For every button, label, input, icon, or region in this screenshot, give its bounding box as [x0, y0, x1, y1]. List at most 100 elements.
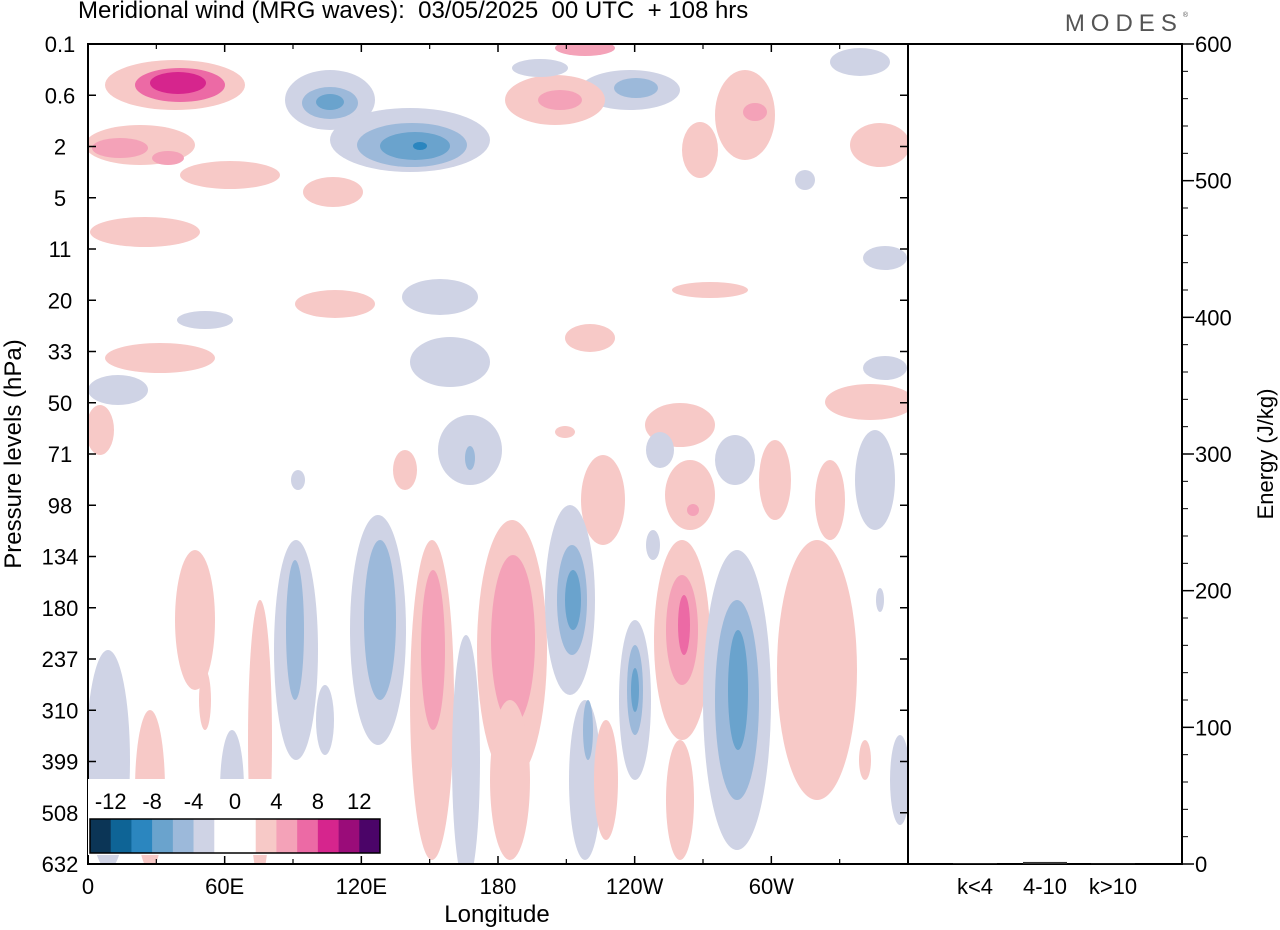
y-tick-label: 71	[48, 442, 72, 467]
energy-category-label: k>10	[1089, 874, 1137, 899]
colorbar-label: -4	[184, 789, 204, 814]
contour-pos	[555, 44, 615, 56]
contour-neg	[402, 279, 478, 315]
contour-pos	[666, 740, 694, 860]
colorbar-label: 12	[347, 789, 371, 814]
y-tick-label: 237	[42, 647, 79, 672]
colorbar-swatch	[152, 819, 174, 853]
energy-tick-label: 0	[1195, 852, 1207, 877]
energy-tick-label: 100	[1195, 715, 1232, 740]
colorbar-swatch	[90, 819, 112, 853]
contour-pos	[92, 138, 148, 158]
contour-pos	[150, 72, 206, 94]
contour-neg	[569, 700, 601, 860]
x-tick-label: 120E	[336, 874, 387, 899]
energy-axis: 0 100 200 300 400 500 600	[1182, 32, 1232, 877]
y-tick-label: 508	[42, 801, 79, 826]
contour-pos	[682, 122, 718, 178]
energy-axis-label: Energy (J/kg)	[1253, 389, 1278, 520]
contour-pos	[555, 426, 575, 438]
y-tick-label: 5	[54, 186, 66, 211]
contour-neg	[890, 735, 908, 825]
contour-pos	[490, 700, 530, 860]
colorbar-swatch	[317, 819, 339, 853]
y-tick-label: 310	[42, 698, 79, 723]
colorbar-swatch	[276, 819, 298, 853]
contour-neg	[855, 430, 895, 530]
x-tick-label: 180	[480, 874, 517, 899]
contour-neg	[863, 356, 907, 380]
contour-neg	[876, 588, 884, 612]
energy-tick-label: 300	[1195, 442, 1232, 467]
contour-neg	[614, 78, 658, 98]
energy-bar	[1091, 863, 1135, 865]
colorbar-label: -8	[142, 789, 162, 814]
colorbar-label: 4	[270, 789, 282, 814]
y-tick-label: 2	[54, 135, 66, 160]
contour-pos	[90, 217, 200, 247]
energy-category-label: k<4	[957, 874, 993, 899]
contour-pos	[175, 550, 215, 690]
longitude-axis: 0 60E 120E 180 120W 60W	[82, 44, 841, 899]
energy-tick-label: 500	[1195, 169, 1232, 194]
colorbar-swatch	[193, 819, 215, 853]
contour-neg	[413, 142, 427, 150]
contour-pos	[777, 540, 857, 800]
contour-neg	[565, 570, 581, 630]
energy-plot-frame	[907, 43, 1183, 865]
energy-tick-label: 400	[1195, 305, 1232, 330]
colorbar-label: 8	[312, 789, 324, 814]
contour-pos	[859, 740, 871, 780]
contour-pos	[421, 570, 445, 730]
colorbar-swatch	[172, 819, 194, 853]
energy-tick-label: 600	[1195, 32, 1232, 57]
x-tick-label: 60W	[749, 874, 794, 899]
x-tick-label: 120W	[606, 874, 664, 899]
contour-pos	[581, 455, 625, 545]
colorbar-swatch	[110, 819, 132, 853]
colorbar: -12 -8 -4 0 4 8 12	[88, 779, 382, 855]
colorbar-swatch	[131, 819, 153, 853]
y-tick-label: 399	[42, 750, 79, 775]
contour-neg	[863, 246, 907, 270]
contour-neg	[364, 540, 396, 700]
colorbar-swatch	[235, 819, 257, 853]
contour-pos	[743, 103, 767, 121]
contour-pos	[295, 290, 375, 318]
energy-tick-label: 200	[1195, 579, 1232, 604]
y-tick-label: 134	[42, 545, 79, 570]
contour-neg	[452, 635, 480, 864]
energy-bar	[953, 863, 997, 864]
chart-title: Meridional wind (MRG waves): 03/05/2025 …	[78, 0, 749, 24]
contour-pos	[538, 90, 582, 110]
y-tick-label: 632	[42, 852, 79, 877]
colorbar-frame	[89, 818, 381, 854]
contour-pos	[152, 151, 184, 165]
contour-pos	[594, 720, 618, 840]
y-tick-label: 33	[48, 340, 72, 365]
contour-neg	[410, 337, 490, 387]
x-tick-label: 60E	[205, 874, 244, 899]
contour-neg	[728, 630, 748, 750]
contour-pos	[393, 450, 417, 490]
y-tick-label: 11	[49, 237, 72, 262]
contour-pos	[759, 440, 791, 520]
contour-neg	[646, 530, 660, 560]
contour-neg	[177, 311, 233, 329]
contour-pos	[665, 460, 715, 530]
y-tick-label: 0.6	[45, 83, 76, 108]
contour-pos	[88, 405, 114, 455]
contour-neg	[88, 375, 148, 405]
colorbar-swatch	[359, 819, 381, 853]
contour-neg	[291, 470, 305, 490]
contour-neg	[512, 59, 568, 77]
y-tick-label: 20	[48, 288, 72, 313]
contour-pos	[815, 460, 845, 540]
colorbar-label: 0	[229, 789, 241, 814]
colorbar-swatch	[214, 819, 236, 853]
x-axis-label: Longitude	[444, 901, 549, 928]
contour-pos	[491, 555, 535, 725]
y-tick-label: 180	[42, 596, 79, 621]
contour-pos	[678, 595, 690, 655]
wind-field	[88, 44, 908, 864]
